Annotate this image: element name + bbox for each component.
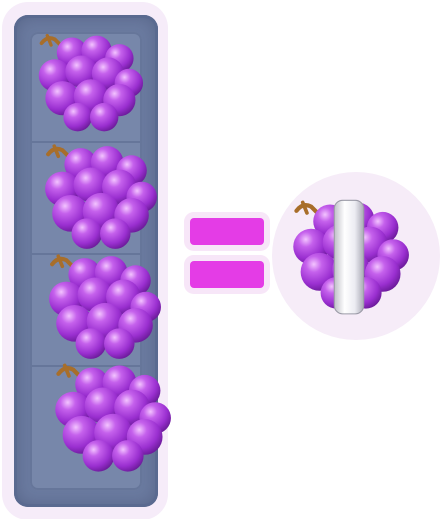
slot-divider bbox=[30, 365, 142, 367]
slot-divider bbox=[30, 141, 142, 143]
wrap-band-icon bbox=[333, 199, 365, 315]
grape-bunch-icon[interactable] bbox=[44, 248, 162, 366]
equals-bar-top bbox=[190, 218, 264, 245]
grape-bunch-icon[interactable] bbox=[40, 138, 158, 256]
wrapped-grape-bunch-icon[interactable] bbox=[288, 194, 410, 316]
grape-bunch-icon[interactable] bbox=[34, 28, 145, 138]
grape-bunch-icon[interactable] bbox=[50, 358, 172, 478]
slot-divider bbox=[30, 253, 142, 255]
equals-bar-bottom bbox=[190, 261, 264, 288]
